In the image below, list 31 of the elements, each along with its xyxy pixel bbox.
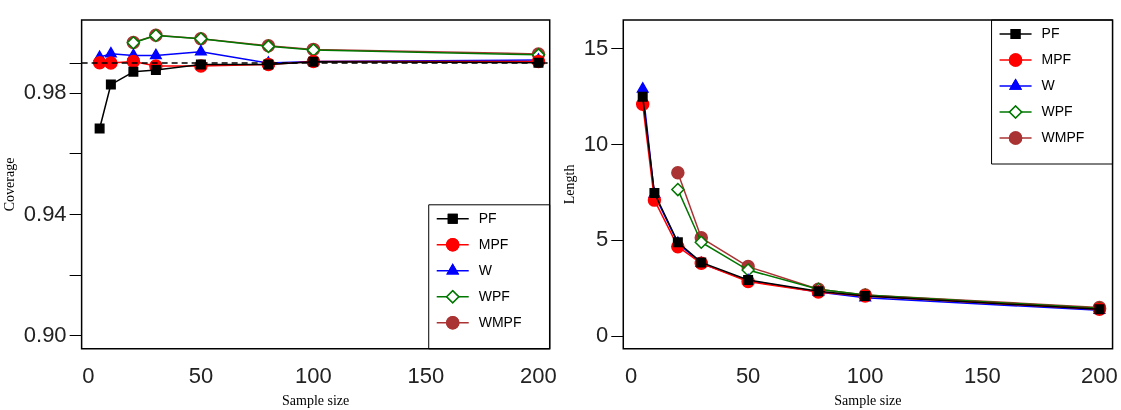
legend-label: MPF — [1041, 50, 1072, 67]
legend-label: WMPF — [478, 313, 522, 330]
y-axis-title: Length — [562, 164, 578, 205]
x-tick-label: 150 — [963, 363, 1001, 389]
x-tick-label: 50 — [735, 363, 761, 389]
x-tick-label: 200 — [520, 363, 557, 389]
legend-label: W — [478, 261, 493, 278]
x-tick-label: 0 — [624, 363, 638, 389]
y-tick-label: 0.90 — [23, 321, 67, 347]
x-tick-label: 100 — [295, 363, 332, 389]
y-tick-label: 0.94 — [23, 200, 67, 226]
y-tick-label: 5 — [596, 226, 609, 252]
legend-label: MPF — [478, 235, 509, 252]
legend-label: WPF — [1041, 102, 1073, 119]
legend-label: WMPF — [1041, 128, 1085, 145]
y-tick-label: 15 — [583, 34, 609, 60]
x-tick-label: 50 — [188, 363, 214, 389]
y-tick-label: 10 — [583, 130, 609, 156]
y-tick-label: 0 — [596, 322, 609, 348]
y-axis-title: Coverage — [2, 157, 18, 212]
x-axis-title: Sample size — [834, 393, 902, 409]
legend-label: PF — [1041, 24, 1060, 41]
x-tick-label: 100 — [846, 363, 884, 389]
legend-label: W — [1041, 76, 1056, 93]
x-axis-title: Sample size — [282, 393, 350, 409]
legend-label: WPF — [478, 287, 510, 304]
x-tick-label: 0 — [82, 363, 95, 389]
legend-label: PF — [478, 209, 497, 226]
x-tick-label: 150 — [407, 363, 445, 389]
x-tick-label: 200 — [1081, 363, 1118, 389]
y-tick-label: 0.98 — [23, 79, 67, 105]
